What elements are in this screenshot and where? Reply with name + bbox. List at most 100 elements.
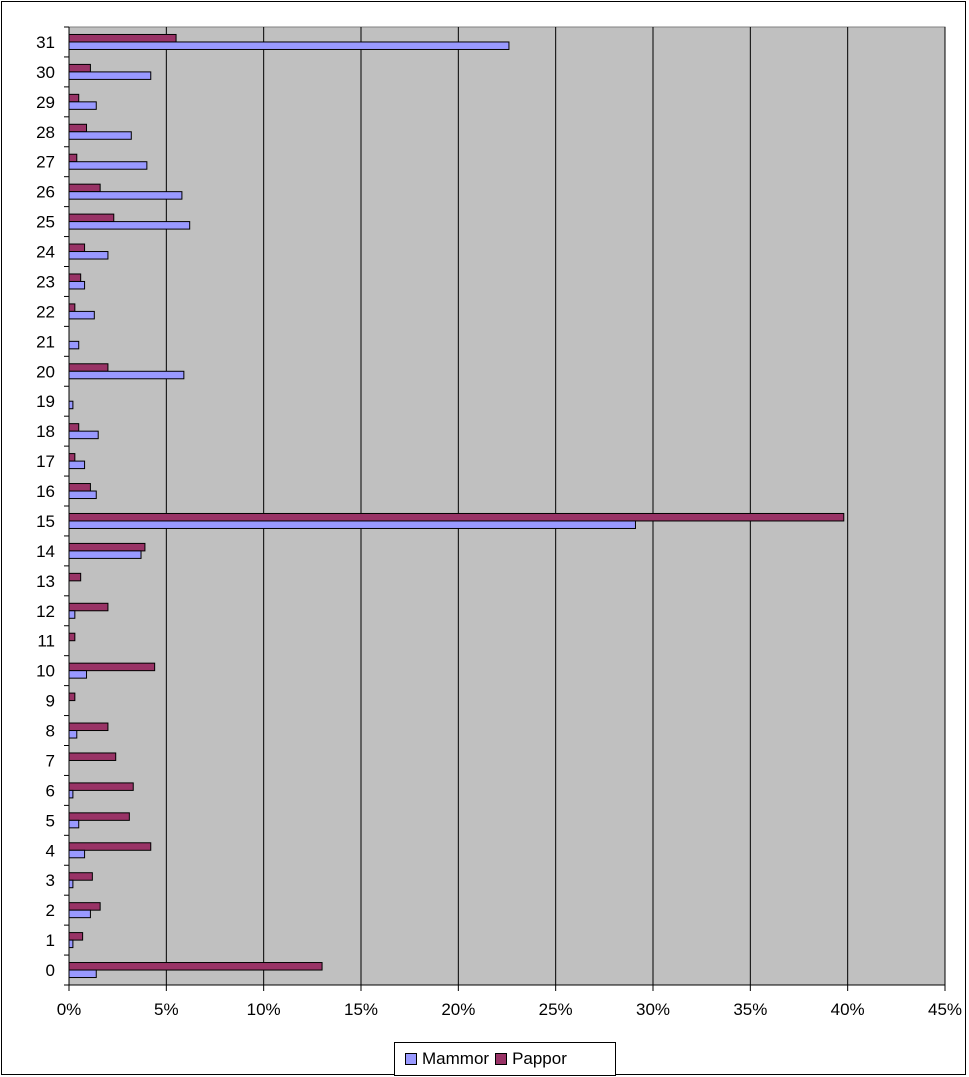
bar-mammor	[68, 849, 86, 859]
bar-pappor	[68, 572, 82, 582]
x-tick-label: 40%	[831, 1000, 865, 1019]
x-tick-label: 5%	[154, 1000, 179, 1019]
bar-mammor	[68, 789, 74, 799]
bar-pappor	[68, 902, 101, 911]
bar-mammor	[68, 310, 95, 320]
bar-pappor	[68, 842, 152, 851]
bar-pappor	[68, 632, 76, 642]
bar-mammor	[68, 550, 142, 559]
bar-pappor	[68, 722, 109, 732]
x-tick-label: 10%	[247, 1000, 281, 1019]
bar-mammor	[68, 490, 97, 500]
legend-item-mammor: Mammor	[405, 1049, 489, 1069]
y-tick-label: 12	[36, 602, 55, 621]
y-tick-label: 25	[36, 213, 55, 232]
legend-item-pappor: Pappor	[495, 1049, 567, 1069]
bar-mammor	[68, 41, 510, 50]
y-tick-label: 26	[36, 183, 55, 202]
bar-mammor	[68, 430, 99, 440]
y-tick-label: 24	[36, 243, 55, 262]
bar-pappor	[68, 93, 80, 103]
y-tick-label: 9	[46, 692, 55, 711]
plot-area	[68, 26, 946, 986]
bar-pappor	[68, 183, 101, 193]
y-tick-label: 2	[46, 901, 55, 920]
bar-mammor	[68, 939, 74, 949]
bar-mammor	[68, 400, 74, 410]
y-tick-label: 21	[36, 332, 55, 351]
y-tick-label: 17	[36, 452, 55, 471]
bar-pappor	[68, 123, 88, 133]
x-tick-label: 20%	[441, 1000, 475, 1019]
bar-mammor	[68, 340, 80, 350]
bar-mammor	[68, 610, 76, 619]
bar-mammor	[68, 251, 109, 260]
y-tick-label: 22	[36, 302, 55, 321]
bar-mammor	[68, 161, 148, 170]
bar-mammor	[68, 730, 78, 739]
bar-pappor	[68, 512, 845, 522]
legend-swatch-pappor	[495, 1053, 508, 1065]
x-tick-label: 0%	[57, 1000, 82, 1019]
bar-pappor	[68, 273, 82, 282]
y-tick-label: 3	[46, 871, 55, 890]
bar-pappor	[68, 303, 76, 312]
bar-mammor	[68, 879, 74, 889]
y-tick-label: 18	[36, 422, 55, 441]
y-tick-label: 1	[46, 931, 55, 950]
x-tick-label: 15%	[344, 1000, 378, 1019]
y-tick-label: 20	[36, 362, 55, 381]
bar-pappor	[68, 662, 156, 672]
y-tick-label: 19	[36, 392, 55, 411]
y-tick-label: 16	[36, 482, 55, 501]
bar-mammor	[68, 819, 80, 829]
y-tick-label: 5	[46, 811, 55, 830]
y-tick-label: 11	[37, 632, 55, 651]
bar-mammor	[68, 191, 183, 200]
bar-pappor	[68, 602, 109, 612]
bar-mammor	[68, 969, 97, 979]
bar-mammor	[68, 520, 636, 529]
bar-pappor	[68, 213, 115, 223]
y-tick-label: 14	[36, 542, 55, 561]
bar-mammor	[68, 370, 185, 380]
bar-mammor	[68, 101, 97, 110]
bar-pappor	[68, 692, 76, 702]
y-tick-label: 15	[36, 512, 55, 531]
y-tick-label: 8	[46, 722, 55, 741]
y-tick-label: 29	[36, 93, 55, 112]
bar-mammor	[68, 670, 88, 679]
bar-pappor	[68, 33, 177, 43]
bar-mammor	[68, 909, 91, 919]
y-tick-label: 4	[46, 841, 55, 860]
legend-label-mammor: Mammor	[422, 1049, 490, 1068]
bar-pappor	[68, 453, 76, 462]
bar-pappor	[68, 812, 130, 821]
y-tick-label: 27	[36, 153, 55, 172]
bar-mammor	[68, 131, 132, 140]
y-tick-label: 30	[36, 63, 55, 82]
bar-pappor	[68, 782, 134, 791]
y-tick-label: 7	[46, 751, 55, 770]
legend-swatch-mammor	[405, 1053, 417, 1065]
bar-mammor	[68, 280, 86, 290]
x-tick-label: 30%	[636, 1000, 670, 1019]
bar-pappor	[68, 483, 91, 492]
bar-pappor	[68, 423, 80, 432]
y-tick-label: 13	[36, 572, 55, 591]
bar-pappor	[68, 243, 86, 253]
bar-mammor	[68, 460, 86, 470]
x-tick-label: 25%	[539, 1000, 573, 1019]
bar-pappor	[68, 63, 91, 73]
legend: Mammor Pappor	[394, 1042, 616, 1076]
bar-pappor	[68, 153, 78, 163]
y-tick-label: 23	[36, 272, 55, 291]
bar-pappor	[68, 363, 109, 372]
y-tick-label: 0	[46, 961, 55, 980]
bar-mammor	[68, 221, 191, 230]
x-tick-label: 35%	[733, 1000, 767, 1019]
bar-pappor	[68, 542, 146, 552]
bar-pappor	[68, 872, 93, 881]
y-tick-label: 31	[36, 33, 55, 52]
